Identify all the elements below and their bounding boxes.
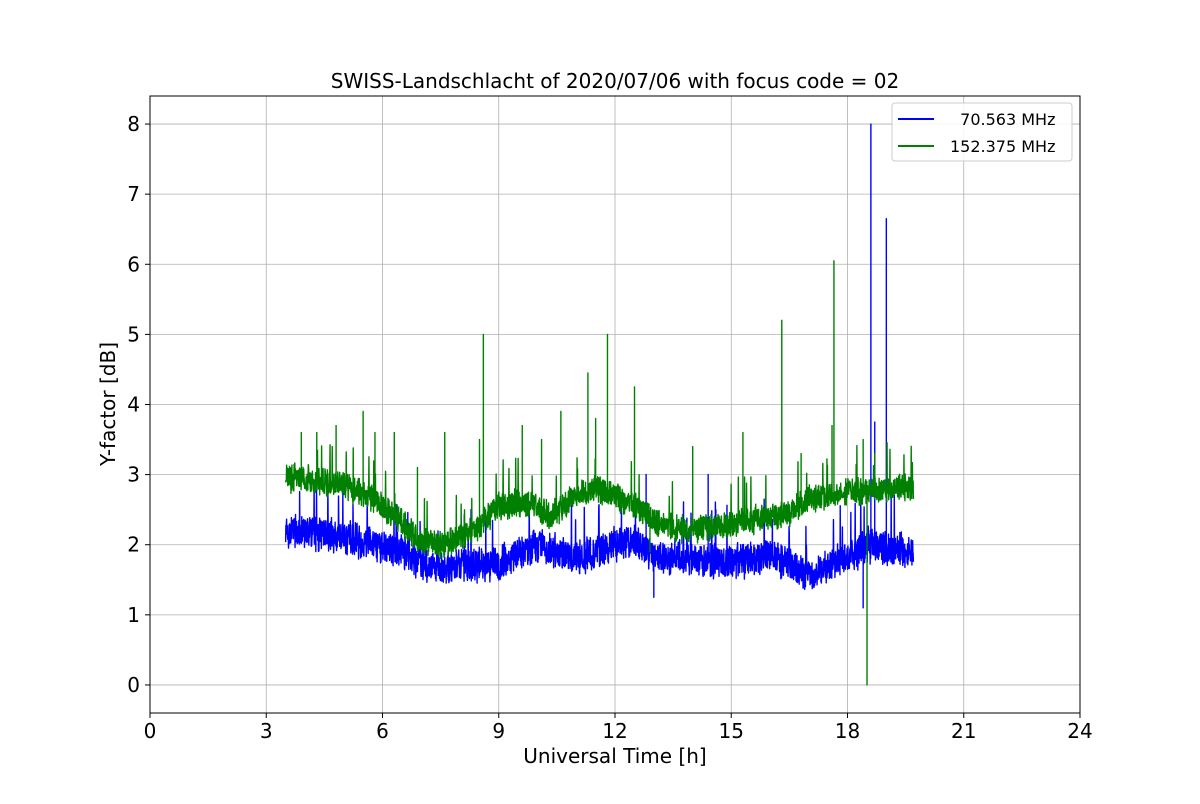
x-tick-label: 6	[376, 719, 389, 743]
x-tick-label: 9	[492, 719, 505, 743]
legend-label-152mhz: 152.375 MHz	[950, 137, 1055, 156]
legend-label-70mhz: 70.563 MHz	[950, 110, 1055, 129]
x-tick-label: 21	[951, 719, 976, 743]
series-line-0	[284, 123, 915, 609]
y-tick-label: 6	[127, 252, 140, 276]
x-tick-label: 0	[144, 719, 157, 743]
x-tick-label: 15	[719, 719, 744, 743]
x-tick-label: 24	[1067, 719, 1092, 743]
series-group	[284, 123, 915, 686]
y-tick-label: 0	[127, 673, 140, 697]
y-tick-label: 2	[127, 533, 140, 557]
y-tick-label: 3	[127, 463, 140, 487]
x-tick-label: 12	[602, 719, 627, 743]
legend: 70.563 MHz 152.375 MHz	[891, 102, 1073, 162]
y-tick-label: 8	[127, 112, 140, 136]
y-axis-label: Y-factor [dB]	[96, 342, 120, 467]
x-tick-label: 3	[260, 719, 273, 743]
chart-title: SWISS-Landschlacht of 2020/07/06 with fo…	[331, 69, 899, 93]
legend-box	[891, 102, 1073, 162]
series-line-1	[284, 260, 915, 686]
y-tick-label: 7	[127, 182, 140, 206]
y-tick-label: 1	[127, 603, 140, 627]
y-tick-label: 4	[127, 393, 140, 417]
y-tick-label: 5	[127, 322, 140, 346]
x-axis-label: Universal Time [h]	[523, 744, 706, 768]
x-tick-label: 18	[835, 719, 860, 743]
